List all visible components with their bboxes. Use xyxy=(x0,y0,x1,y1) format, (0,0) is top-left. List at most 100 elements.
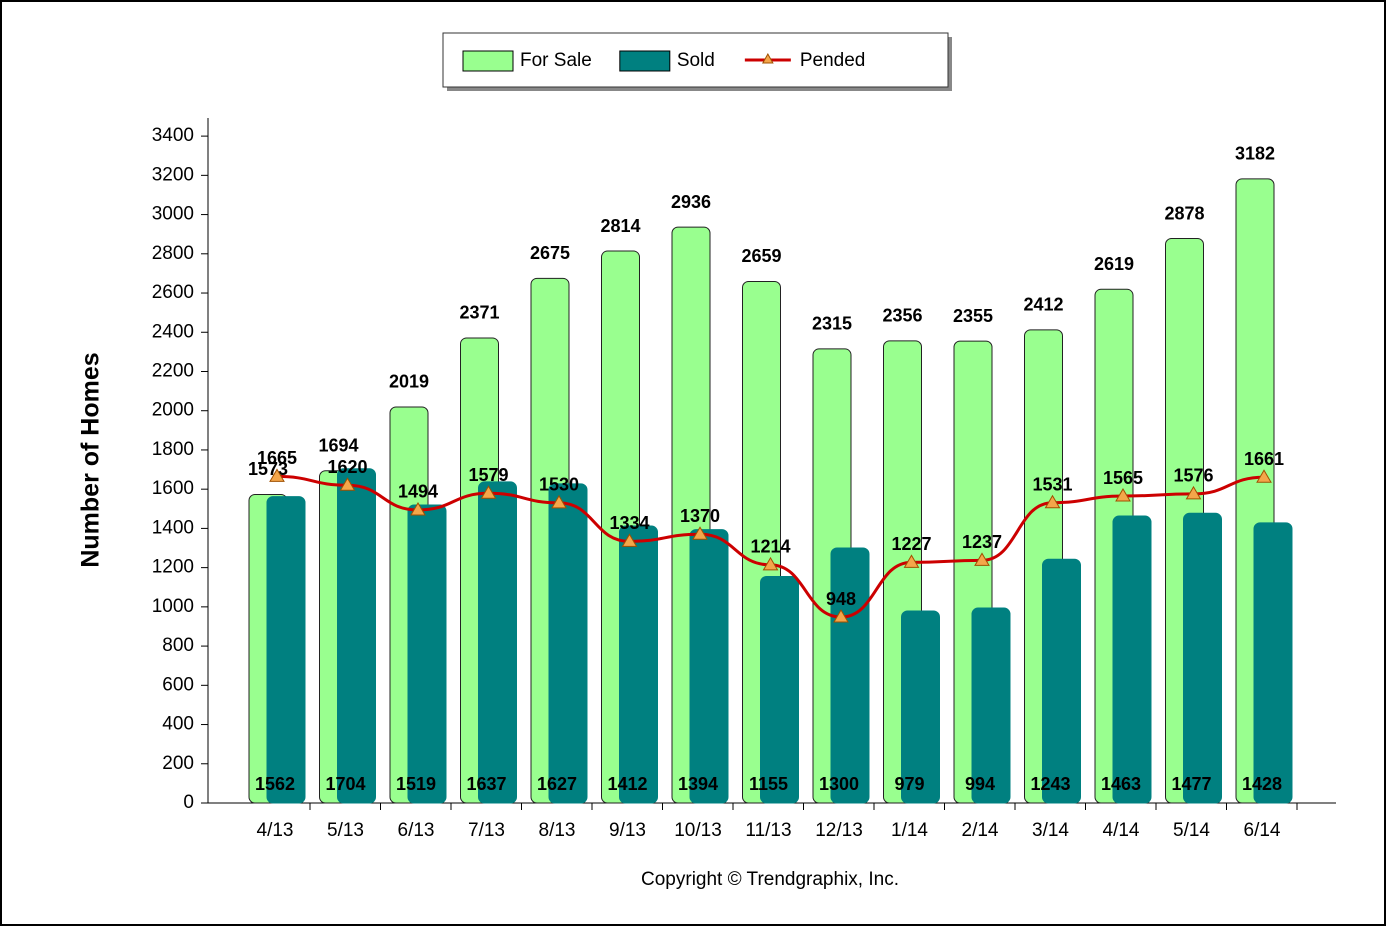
bar xyxy=(1112,515,1152,804)
value-label: 1519 xyxy=(396,774,436,794)
marker xyxy=(269,468,285,482)
value-label: 1562 xyxy=(255,774,295,794)
bar xyxy=(971,607,1011,804)
value-label: 1665 xyxy=(257,448,297,468)
value-label: 1637 xyxy=(466,774,506,794)
value-label: 1627 xyxy=(537,774,577,794)
bar xyxy=(760,575,799,804)
value-label: 2356 xyxy=(882,306,922,326)
value-label: 948 xyxy=(826,589,856,609)
x-tick-label: 8/13 xyxy=(539,820,576,841)
value-label: 1565 xyxy=(1103,468,1143,488)
x-tick-label: 7/13 xyxy=(468,820,505,841)
y-tick-label: 2600 xyxy=(152,282,194,303)
value-label: 2878 xyxy=(1164,203,1204,223)
value-label: 1463 xyxy=(1101,774,1141,794)
value-label: 1300 xyxy=(819,774,859,794)
value-label: 1694 xyxy=(318,435,358,455)
bar xyxy=(337,468,376,804)
legend-marker xyxy=(761,52,774,64)
legend-label: Pended xyxy=(800,50,866,71)
y-tick-label: 0 xyxy=(183,792,194,813)
value-label: 2659 xyxy=(741,246,781,266)
value-label: 1155 xyxy=(749,774,788,794)
bar xyxy=(830,547,870,804)
y-tick-label: 3200 xyxy=(152,164,194,185)
y-tick-label: 3400 xyxy=(152,125,194,146)
marker xyxy=(551,494,567,509)
footer: Copyright © Trendgraphix, Inc. xyxy=(641,869,899,890)
legend-swatch xyxy=(619,50,671,72)
value-label: 1477 xyxy=(1171,774,1211,794)
value-label: 1661 xyxy=(1244,449,1284,469)
bar xyxy=(266,496,306,804)
line xyxy=(276,474,1265,619)
y-tick-label: 200 xyxy=(162,753,194,774)
x-tick-label: 6/14 xyxy=(1244,820,1281,841)
y-tick-label: 800 xyxy=(162,635,194,656)
value-label: 1227 xyxy=(891,534,931,554)
y-tick-label: 1600 xyxy=(152,478,194,499)
value-label: 1531 xyxy=(1032,474,1072,494)
bar xyxy=(901,610,940,804)
x-tick-label: 5/14 xyxy=(1173,820,1210,841)
marker xyxy=(410,501,426,516)
value-label: 1370 xyxy=(680,506,720,526)
value-label: 2371 xyxy=(459,303,499,323)
value-label: 1243 xyxy=(1030,774,1070,794)
value-label: 2355 xyxy=(953,306,993,326)
value-label: 2412 xyxy=(1023,295,1063,315)
value-label: 2019 xyxy=(389,372,429,392)
value-label: 2315 xyxy=(812,314,852,334)
legend-label: Sold xyxy=(677,50,715,71)
value-label: 2814 xyxy=(600,216,640,236)
bar xyxy=(478,481,517,804)
y-tick-label: 2000 xyxy=(152,400,194,421)
value-label: 1620 xyxy=(327,457,367,477)
y-tick-label: 2800 xyxy=(152,243,194,264)
value-label: 979 xyxy=(894,774,924,794)
marker xyxy=(903,554,920,568)
value-label: 2936 xyxy=(671,192,711,212)
value-label: 1704 xyxy=(325,774,365,794)
marker xyxy=(833,609,849,623)
value-label: 994 xyxy=(965,774,995,794)
marker xyxy=(480,485,497,499)
x-tick-label: 4/13 xyxy=(257,820,294,841)
legend xyxy=(442,32,949,88)
value-label: 1576 xyxy=(1173,466,1213,486)
value-label: 1579 xyxy=(468,465,508,485)
legend-label: For Sale xyxy=(520,50,592,71)
bar xyxy=(619,525,658,804)
x-tick-label: 12/13 xyxy=(815,820,863,841)
bar xyxy=(1042,558,1081,804)
y-tick-label: 400 xyxy=(162,714,194,735)
y-tick-label: 2200 xyxy=(152,361,194,382)
x-tick-label: 11/13 xyxy=(745,820,791,841)
value-label: 2675 xyxy=(530,243,570,263)
y-tick-label: 1800 xyxy=(152,439,194,460)
y-tick-label: 2400 xyxy=(152,321,194,342)
bar xyxy=(407,504,447,804)
bar xyxy=(689,529,729,804)
x-tick-label: 9/13 xyxy=(609,820,646,841)
value-label: 2619 xyxy=(1094,254,1134,274)
marker xyxy=(692,526,708,540)
x-tick-label: 6/13 xyxy=(398,820,435,841)
value-label: 1394 xyxy=(678,774,718,794)
y-tick-label: 1000 xyxy=(152,596,194,617)
value-label: 1530 xyxy=(539,475,579,495)
value-label: 1494 xyxy=(398,482,438,502)
x-tick-label: 10/13 xyxy=(674,820,722,841)
y-tick-label: 1400 xyxy=(152,517,194,538)
marker xyxy=(621,533,638,547)
value-label: 1412 xyxy=(607,774,647,794)
marker xyxy=(339,477,356,491)
bar xyxy=(1183,512,1222,804)
x-tick-label: 3/14 xyxy=(1032,820,1069,841)
y-tick-label: 1200 xyxy=(152,557,194,578)
value-label: 1334 xyxy=(609,513,649,533)
y-tick-label: 3000 xyxy=(152,204,194,225)
value-label: 3182 xyxy=(1235,144,1275,164)
